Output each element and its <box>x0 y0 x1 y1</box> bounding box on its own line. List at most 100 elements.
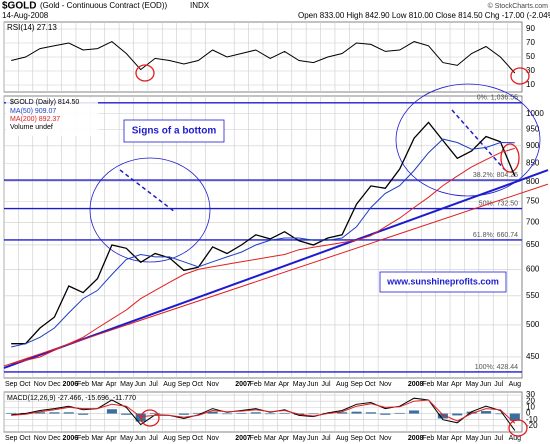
y-tick-label: 20 <box>526 396 535 405</box>
x-tick-label: Feb <box>77 381 89 388</box>
x-tick-label: Jun <box>135 381 146 388</box>
x-tick-label: Jun <box>307 435 318 442</box>
x-tick-label: 2007 <box>235 381 251 388</box>
x-tick-label: Nov <box>34 381 47 388</box>
red-circle <box>140 409 160 427</box>
x-tick-label: Nov <box>379 381 392 388</box>
x-tick-label: Mar <box>437 435 450 442</box>
x-tick-label: 2007 <box>235 435 251 442</box>
y-tick-label: 750 <box>526 196 540 205</box>
x-tick-label: Sep <box>5 381 18 388</box>
histogram-bar <box>495 413 506 415</box>
x-tick-label: Nov <box>206 435 219 442</box>
y-tick-label: 950 <box>526 124 540 133</box>
x-tick-label: Oct <box>19 381 30 388</box>
annotation: www.sunshineprofits.com <box>386 276 499 286</box>
x-tick-label: Nov <box>206 381 219 388</box>
x-tick-label: Feb <box>422 381 434 388</box>
histogram-bar <box>121 413 132 415</box>
histogram-bar <box>308 413 319 415</box>
histogram-bar <box>150 412 161 414</box>
histogram-bar <box>279 412 290 414</box>
x-tick-label: Feb <box>77 435 89 442</box>
x-tick-label: Jul <box>322 435 331 442</box>
level-label: 50%: 732.50 <box>479 200 518 207</box>
histogram-bar <box>337 412 348 414</box>
y-tick-label: 30 <box>526 390 535 399</box>
x-tick-label: Sep <box>178 381 191 388</box>
y-tick-label: 450 <box>526 352 540 361</box>
panel-legend: MACD(12,26,9) -27.466, -15.696, -11.770 <box>7 395 136 402</box>
x-tick-label: Apr <box>278 381 290 388</box>
x-tick-label: Jul <box>322 381 331 388</box>
x-tick-label: Aug <box>163 381 176 388</box>
x-tick-label: Apr <box>451 435 463 442</box>
y-tick-label: 50 <box>526 52 535 61</box>
x-tick-label: Oct <box>192 435 203 442</box>
y-tick-label: 850 <box>526 158 540 167</box>
x-tick-label: Aug <box>336 435 349 442</box>
histogram-bar <box>452 413 463 416</box>
histogram-bar <box>409 410 420 414</box>
x-tick-label: Aug <box>509 381 522 388</box>
y-tick-label: 900 <box>526 141 540 150</box>
x-tick-label: Jul <box>149 435 158 442</box>
histogram-bar <box>207 411 218 414</box>
x-tick-label: Oct <box>365 435 376 442</box>
histogram-bar <box>380 413 391 415</box>
histogram-bar <box>265 413 276 415</box>
x-tick-label: Mar <box>437 381 450 388</box>
x-tick-label: Dec <box>48 381 61 388</box>
histogram-bar <box>221 413 233 415</box>
x-tick-label: Oct <box>19 435 30 442</box>
red-circle <box>508 419 528 437</box>
symbol: $GOLD <box>2 1 36 12</box>
exchange: INDX <box>190 1 210 10</box>
y-tick-label: 500 <box>526 320 540 329</box>
x-tick-label: Nov <box>34 435 47 442</box>
credit: © StockCharts.com <box>488 2 549 10</box>
rsi-line <box>11 41 516 74</box>
level-label: 61.8%: 660.74 <box>473 232 518 239</box>
y-tick-label: 550 <box>526 291 540 300</box>
x-tick-label: Sep <box>178 435 191 442</box>
y-tick-label: 10 <box>526 402 535 411</box>
x-tick-label: 2008 <box>408 381 424 388</box>
histogram-bar <box>193 412 204 414</box>
histogram-bar <box>106 409 117 414</box>
x-tick-label: Apr <box>278 435 290 442</box>
x-tick-label: May <box>465 435 479 442</box>
highlight-circle <box>89 157 211 263</box>
y-tick-label: -10 <box>526 415 538 424</box>
y-tick-label: -20 <box>526 421 538 430</box>
x-tick-label: Mar <box>91 381 104 388</box>
legend-entry: MA(50) 909.07 <box>10 108 56 115</box>
red-circle <box>510 67 530 85</box>
moving-average <box>11 147 515 365</box>
y-tick-label: 30 <box>526 66 535 75</box>
x-tick-label: Oct <box>365 381 376 388</box>
x-tick-label: Mar <box>91 435 104 442</box>
x-tick-label: Feb <box>250 381 262 388</box>
x-tick-label: Dec <box>48 435 61 442</box>
x-tick-label: Jul <box>494 381 503 388</box>
x-tick-label: Aug <box>509 435 522 442</box>
histogram-bar <box>365 412 376 414</box>
x-tick-label: Apr <box>106 381 118 388</box>
y-tick-label: 10 <box>526 80 535 89</box>
price-line <box>11 121 516 345</box>
instrument-name: (Gold - Continuous Contract (EOD)) <box>40 1 167 10</box>
histogram-bar <box>480 411 492 414</box>
annotation-box <box>379 271 507 293</box>
x-tick-label: 2006 <box>63 435 79 442</box>
x-tick-label: Sep <box>350 435 363 442</box>
x-tick-label: May <box>293 381 307 388</box>
x-tick-label: May <box>293 435 307 442</box>
x-tick-label: Mar <box>264 381 277 388</box>
y-tick-label: 90 <box>526 24 535 33</box>
x-tick-label: Sep <box>350 381 363 388</box>
y-tick-label: 700 <box>526 218 540 227</box>
x-tick-label: Jun <box>480 381 491 388</box>
x-tick-label: Oct <box>192 381 203 388</box>
